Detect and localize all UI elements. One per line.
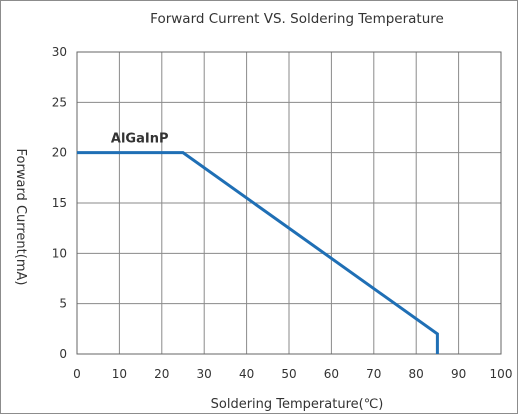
x-tick-labels: 0 10 20 30 40 50 60 70 80 90 100 — [73, 367, 512, 381]
x-tick-label: 70 — [366, 367, 381, 381]
x-tick-label: 50 — [281, 367, 296, 381]
chart-title: Forward Current VS. Soldering Temperatur… — [150, 11, 444, 27]
y-tick-label: 25 — [52, 95, 67, 109]
x-tick-label: 80 — [409, 367, 424, 381]
x-tick-label: 10 — [112, 367, 127, 381]
plot-border — [76, 51, 502, 355]
x-tick-label: 100 — [490, 367, 513, 381]
x-tick-label: 30 — [197, 367, 212, 381]
y-tick-label: 15 — [52, 196, 67, 210]
x-tick-label: 0 — [73, 367, 81, 381]
y-tick-label: 0 — [59, 347, 67, 361]
x-axis-label: Soldering Temperature(℃) — [211, 397, 384, 412]
x-tick-label: 60 — [324, 367, 339, 381]
x-tick-label: 40 — [239, 367, 254, 381]
annotations: AlGaInP — [111, 132, 169, 147]
y-tick-label: 10 — [52, 246, 67, 260]
series-annotation-label: AlGaInP — [111, 132, 169, 147]
grid — [76, 51, 502, 355]
series-layer — [77, 151, 439, 354]
y-tick-labels: 0 5 10 15 20 25 30 — [52, 45, 67, 361]
x-tick-label: 20 — [154, 367, 169, 381]
y-tick-label: 30 — [52, 45, 67, 59]
y-tick-label: 20 — [52, 146, 67, 160]
series-line-algainp — [77, 151, 439, 354]
x-tick-label: 90 — [451, 367, 466, 381]
y-axis-label: Forward Current(mA) — [13, 149, 28, 286]
y-tick-label: 5 — [59, 297, 67, 311]
